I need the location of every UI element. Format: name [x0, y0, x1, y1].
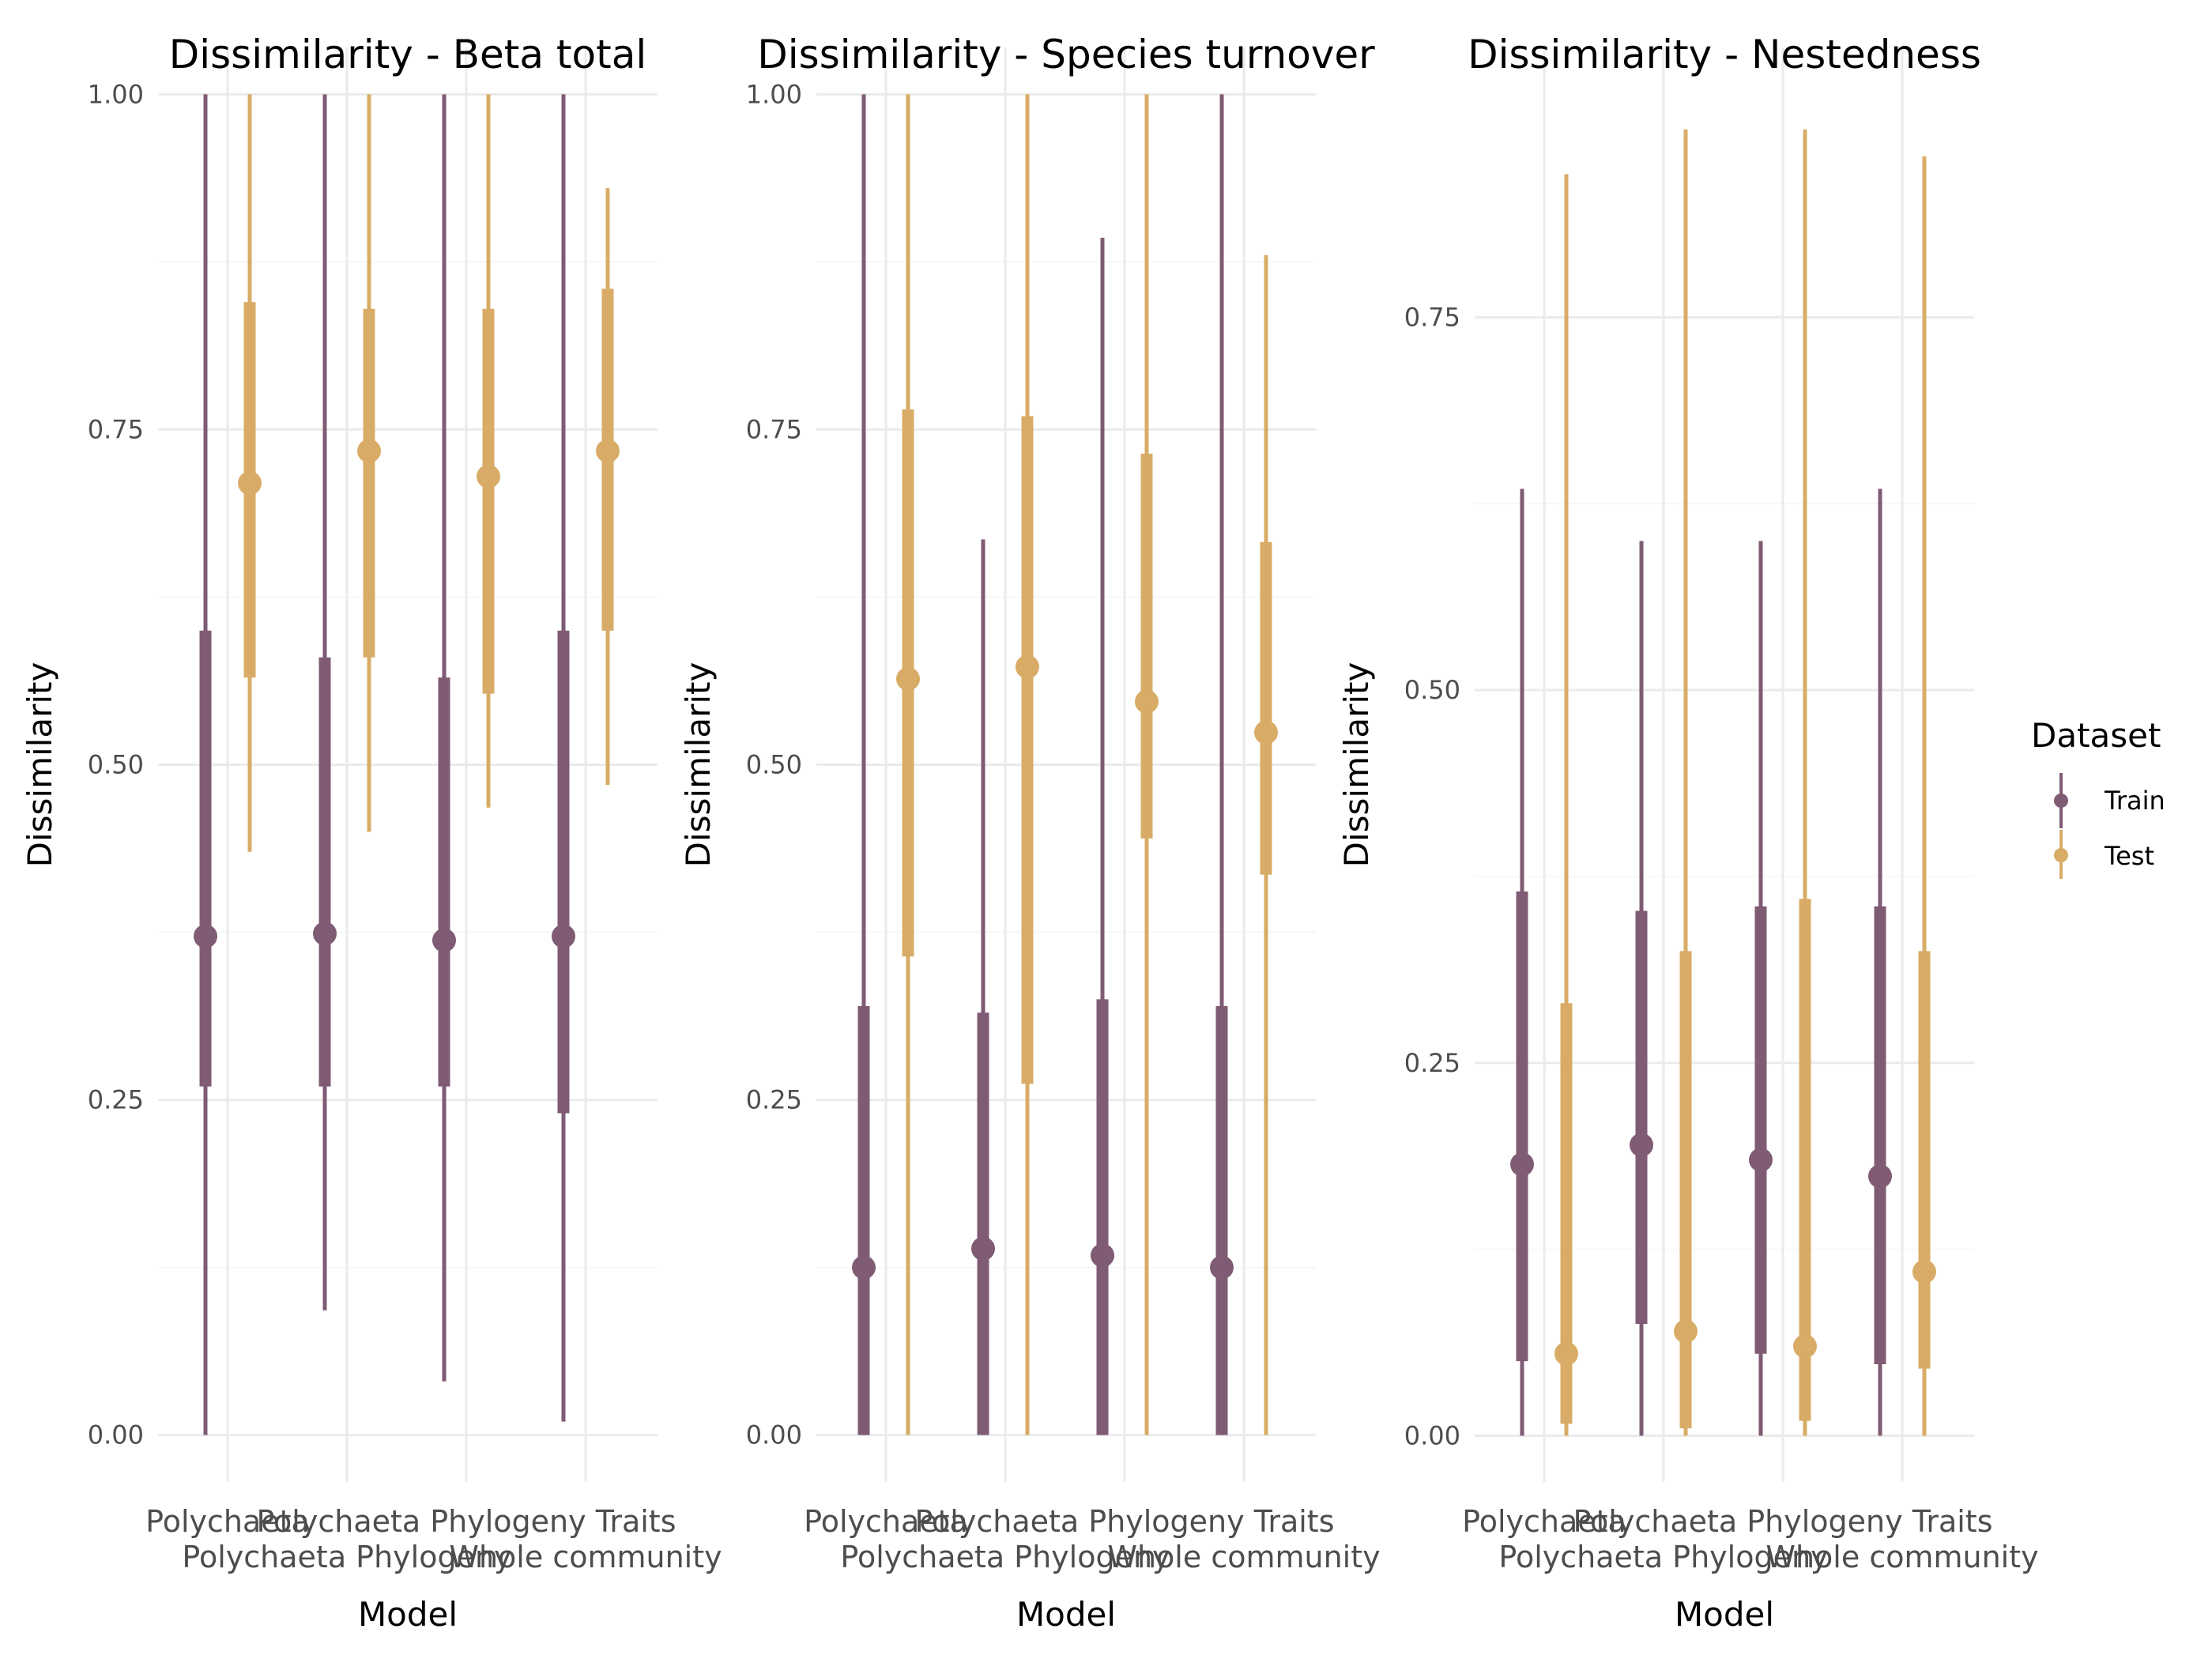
point-estimate-test	[1554, 1341, 1578, 1366]
y-tick-label: 0.75	[88, 414, 144, 444]
point-estimate-test	[1254, 720, 1278, 745]
x-tick-label: Whole community	[449, 1540, 722, 1574]
y-axis-label: Dissimilarity	[1337, 662, 1376, 868]
legend-key-test	[2054, 830, 2068, 879]
point-estimate-test	[357, 439, 381, 463]
panel-2: 0.00 0.25 0.50 0.75 1.00 PolychaetaPolychaeta…	[679, 32, 1381, 1634]
panel-title: Dissimilarity - Nestedness	[1468, 32, 1981, 77]
point-estimate-test	[1135, 689, 1159, 714]
y-tick-label: 0.00	[1404, 1421, 1460, 1451]
panel-title: Dissimilarity - Species turnover	[757, 32, 1375, 77]
y-tick-label: 0.00	[88, 1420, 144, 1450]
x-tick-label: Polychaeta Phylogeny Traits	[915, 1504, 1335, 1539]
x-tick-label: Polychaeta	[1462, 1504, 1626, 1539]
x-axis-label: Model	[358, 1595, 458, 1634]
x-tick-label: Polychaeta Phylogeny Traits	[1573, 1504, 1993, 1539]
x-axis-label: Model	[1016, 1595, 1116, 1634]
point-estimate-train	[552, 924, 575, 948]
point-estimate-test	[238, 471, 262, 496]
point-estimate-train	[1510, 1152, 1534, 1177]
point-estimate-test	[1674, 1319, 1698, 1344]
y-axis-label: Dissimilarity	[679, 662, 718, 868]
y-tick-label: 0.75	[746, 414, 802, 444]
point-estimate-train	[1210, 1255, 1234, 1280]
y-axis-label: Dissimilarity	[21, 662, 59, 868]
y-tick-label: 0.50	[746, 750, 802, 780]
x-tick-label: Polychaeta Phylogeny	[182, 1540, 511, 1574]
y-tick-label: 0.50	[1404, 675, 1460, 705]
legend-title: Dataset	[2031, 716, 2161, 755]
legend-key-test-point	[2054, 848, 2068, 862]
point-estimate-train	[1868, 1164, 1892, 1189]
point-estimate-train	[1630, 1133, 1653, 1157]
point-estimate-train	[1749, 1148, 1773, 1172]
point-estimate-train	[432, 928, 456, 952]
y-tick-label: 0.50	[88, 750, 144, 780]
point-estimate-train	[313, 922, 337, 946]
y-tick-label: 0.25	[1404, 1048, 1460, 1078]
x-tick-label: Polychaeta Phylogeny	[1498, 1540, 1828, 1574]
x-tick-label: Polychaeta Phylogeny Traits	[257, 1504, 676, 1539]
y-tick-label: 1.00	[88, 79, 144, 109]
y-tick-label: 0.00	[746, 1420, 802, 1450]
legend-label-train: Train	[2104, 786, 2165, 816]
x-tick-label: Polychaeta	[804, 1504, 968, 1539]
x-axis-label: Model	[1675, 1595, 1774, 1634]
point-estimate-test	[477, 464, 500, 488]
x-tick-label: Polychaeta	[145, 1504, 310, 1539]
legend-key-train	[2054, 773, 2068, 828]
point-estimate-test	[1912, 1259, 1936, 1284]
point-estimate-test	[596, 439, 620, 463]
y-tick-label: 1.00	[746, 79, 802, 109]
point-estimate-train	[1091, 1243, 1114, 1268]
panel-1: 0.00 0.25 0.50 0.75 1.00 PolychaetaPolychaeta…	[21, 32, 722, 1634]
x-tick-label: Polychaeta Phylogeny	[840, 1540, 1170, 1574]
legend-key-train-point	[2054, 794, 2068, 808]
y-tick-label: 0.25	[88, 1085, 144, 1115]
point-estimate-train	[971, 1236, 995, 1261]
y-tick-label: 0.25	[746, 1085, 802, 1115]
legend-label-test: Test	[2104, 841, 2154, 871]
chart-panels: 0.000.250.500.751.00PolychaetaPolychaeta…	[21, 32, 2039, 1634]
y-tick-label: 0.75	[1404, 302, 1460, 332]
x-tick-label: Whole community	[1765, 1540, 2038, 1574]
point-estimate-test	[1793, 1334, 1817, 1359]
point-estimate-train	[852, 1255, 876, 1280]
legend: Dataset Train Test	[2031, 716, 2165, 879]
point-estimate-test	[1016, 654, 1039, 679]
point-estimate-test	[896, 666, 920, 691]
panel-title: Dissimilarity - Beta total	[169, 32, 647, 77]
point-estimate-train	[194, 924, 217, 948]
x-tick-label: Whole community	[1107, 1540, 1380, 1574]
